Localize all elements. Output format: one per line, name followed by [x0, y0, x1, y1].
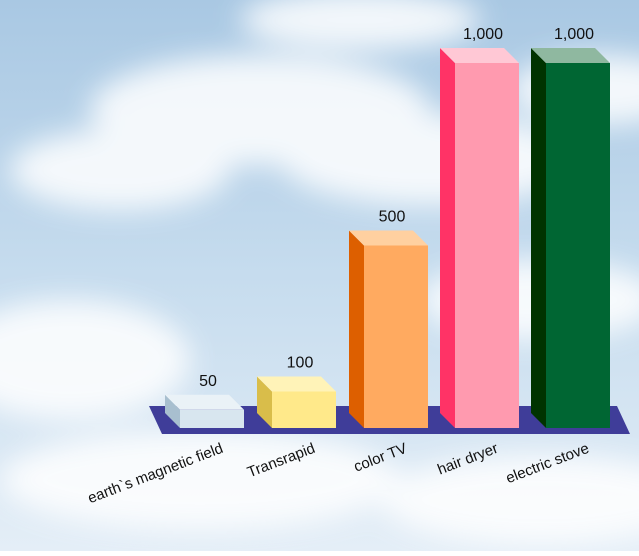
value-labels-layer: 50 100 500 1,000 1,000: [199, 26, 594, 390]
bar-side: [440, 48, 455, 428]
bar: [349, 230, 428, 428]
bar-front: [272, 391, 336, 428]
bar: [257, 376, 336, 428]
bar-top: [440, 48, 519, 63]
bar-front: [364, 245, 428, 428]
bar-value-label: 1,000: [554, 26, 594, 43]
bar-value-label: 1,000: [463, 26, 503, 43]
bar-value-label: 100: [287, 355, 314, 372]
bar: [531, 48, 610, 428]
bar-side: [165, 394, 180, 428]
bar-side: [531, 48, 546, 428]
bar-side: [349, 230, 364, 428]
bars-layer: [165, 48, 610, 428]
bar: [440, 48, 519, 428]
bar-top: [531, 48, 610, 63]
bar-top: [349, 230, 428, 246]
bar-value-label: 50: [199, 373, 217, 390]
bar-front: [546, 63, 610, 428]
bar-value-label: 500: [379, 209, 406, 226]
bar: [165, 394, 244, 428]
bar-top: [257, 376, 336, 392]
bar-front: [180, 409, 244, 428]
bar-front: [455, 63, 519, 428]
bar-top: [165, 394, 244, 410]
bar-side: [257, 376, 272, 428]
